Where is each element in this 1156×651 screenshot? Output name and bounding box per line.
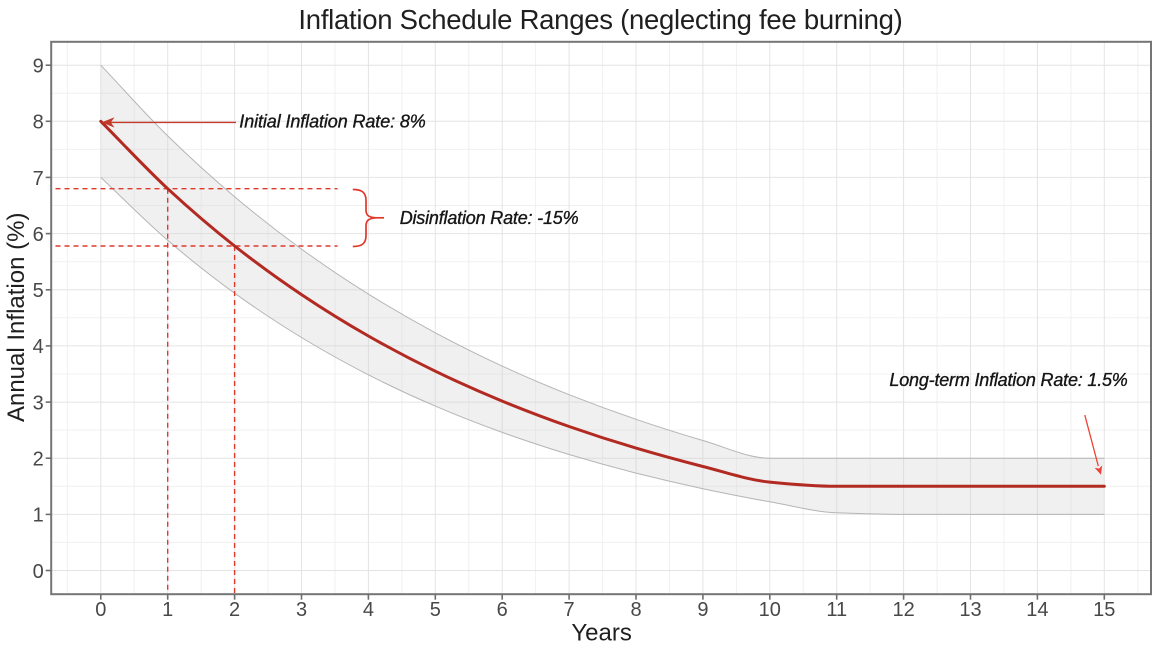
svg-text:8: 8 (33, 112, 44, 134)
svg-text:Long-term Inflation Rate: 1.5%: Long-term Inflation Rate: 1.5% (889, 370, 1127, 390)
svg-text:13: 13 (959, 599, 981, 621)
svg-text:7: 7 (33, 168, 44, 190)
svg-text:9: 9 (697, 599, 708, 621)
svg-text:3: 3 (33, 392, 44, 414)
svg-text:Initial Inflation Rate: 8%: Initial Inflation Rate: 8% (239, 111, 426, 131)
svg-text:14: 14 (1026, 599, 1048, 621)
svg-text:Inflation Schedule Ranges (neg: Inflation Schedule Ranges (neglecting fe… (298, 4, 902, 35)
svg-text:11: 11 (826, 599, 847, 621)
svg-text:Annual Inflation (%): Annual Inflation (%) (3, 213, 30, 422)
svg-text:3: 3 (296, 599, 307, 621)
svg-text:5: 5 (430, 599, 441, 621)
svg-text:Years: Years (571, 619, 632, 646)
svg-text:2: 2 (33, 449, 44, 471)
svg-text:1: 1 (33, 505, 44, 527)
svg-text:9: 9 (33, 56, 44, 78)
svg-text:5: 5 (33, 280, 44, 302)
svg-text:8: 8 (630, 599, 641, 621)
svg-text:2: 2 (229, 599, 240, 621)
svg-text:6: 6 (33, 224, 44, 246)
svg-text:1: 1 (162, 599, 173, 621)
svg-text:10: 10 (759, 599, 781, 621)
svg-text:0: 0 (33, 561, 44, 583)
svg-text:7: 7 (564, 599, 575, 621)
svg-text:6: 6 (497, 599, 508, 621)
svg-text:4: 4 (363, 599, 374, 621)
svg-text:0: 0 (95, 599, 106, 621)
svg-text:4: 4 (33, 336, 44, 358)
svg-text:Disinflation Rate: -15%: Disinflation Rate: -15% (400, 208, 579, 228)
svg-text:15: 15 (1093, 599, 1115, 621)
svg-text:12: 12 (892, 599, 914, 621)
